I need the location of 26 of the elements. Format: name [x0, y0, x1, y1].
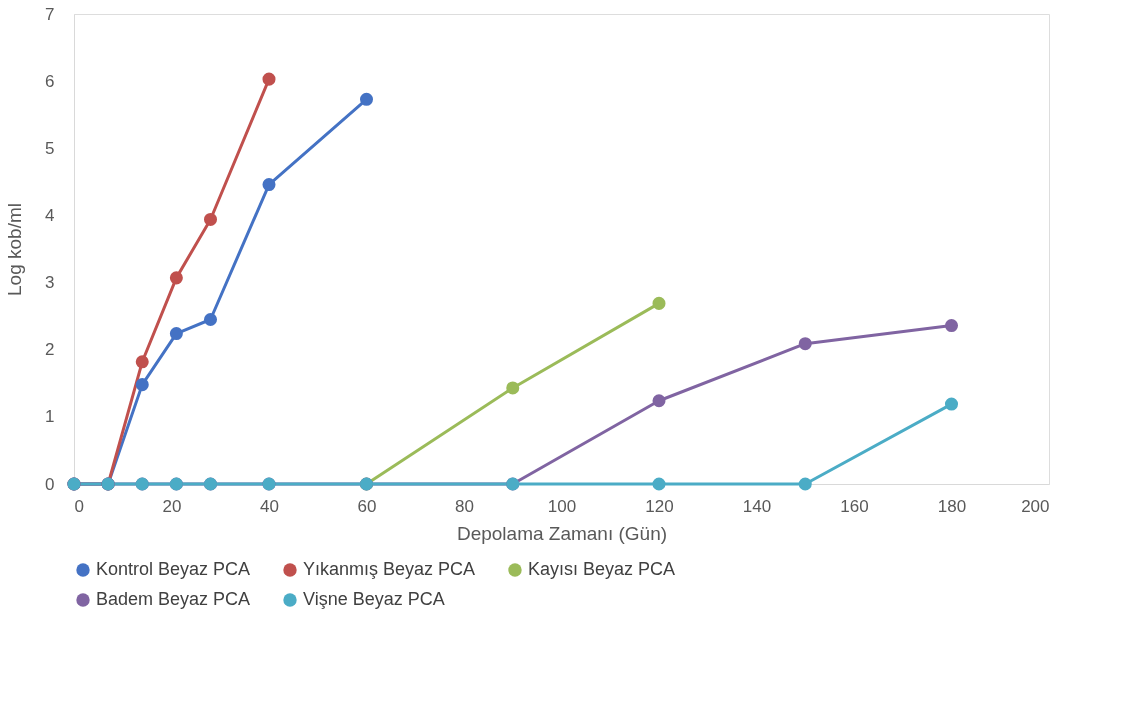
x-tick-label: 100: [547, 496, 577, 516]
y-tick-label: 5: [45, 138, 55, 158]
legend-label: Vişne Beyaz PCA: [303, 589, 445, 609]
x-tick-label: 20: [162, 496, 182, 516]
y-tick-label: 7: [45, 4, 55, 24]
x-tick-label: 0: [74, 496, 84, 516]
x-tick-label: 120: [645, 496, 674, 516]
y-tick-label: 3: [45, 273, 55, 293]
y-tick-label: 0: [45, 474, 55, 494]
y-tick-label: 2: [45, 340, 55, 360]
x-tick-label: 200: [1021, 496, 1050, 516]
x-tick-label: 140: [742, 496, 772, 516]
x-tick-label: 180: [937, 496, 967, 516]
y-tick-label: 6: [45, 71, 55, 91]
legend-label: Kontrol Beyaz PCA: [96, 559, 251, 579]
x-tick-label: 60: [357, 496, 377, 516]
y-tick-label: 1: [45, 407, 55, 427]
x-tick-label: 40: [260, 496, 279, 516]
x-tick-label: 160: [840, 496, 869, 516]
x-axis-title: Depolama Zamanı (Gün): [456, 522, 668, 544]
legend-label: Badem Beyaz PCA: [96, 589, 251, 609]
legend-label: Kayısı Beyaz PCA: [528, 559, 676, 579]
x-tick-label: 80: [455, 496, 474, 516]
y-axis-title: Log kob/ml: [4, 203, 26, 296]
y-tick-label: 4: [45, 205, 55, 225]
legend-label: Yıkanmış Beyaz PCA: [303, 559, 476, 579]
